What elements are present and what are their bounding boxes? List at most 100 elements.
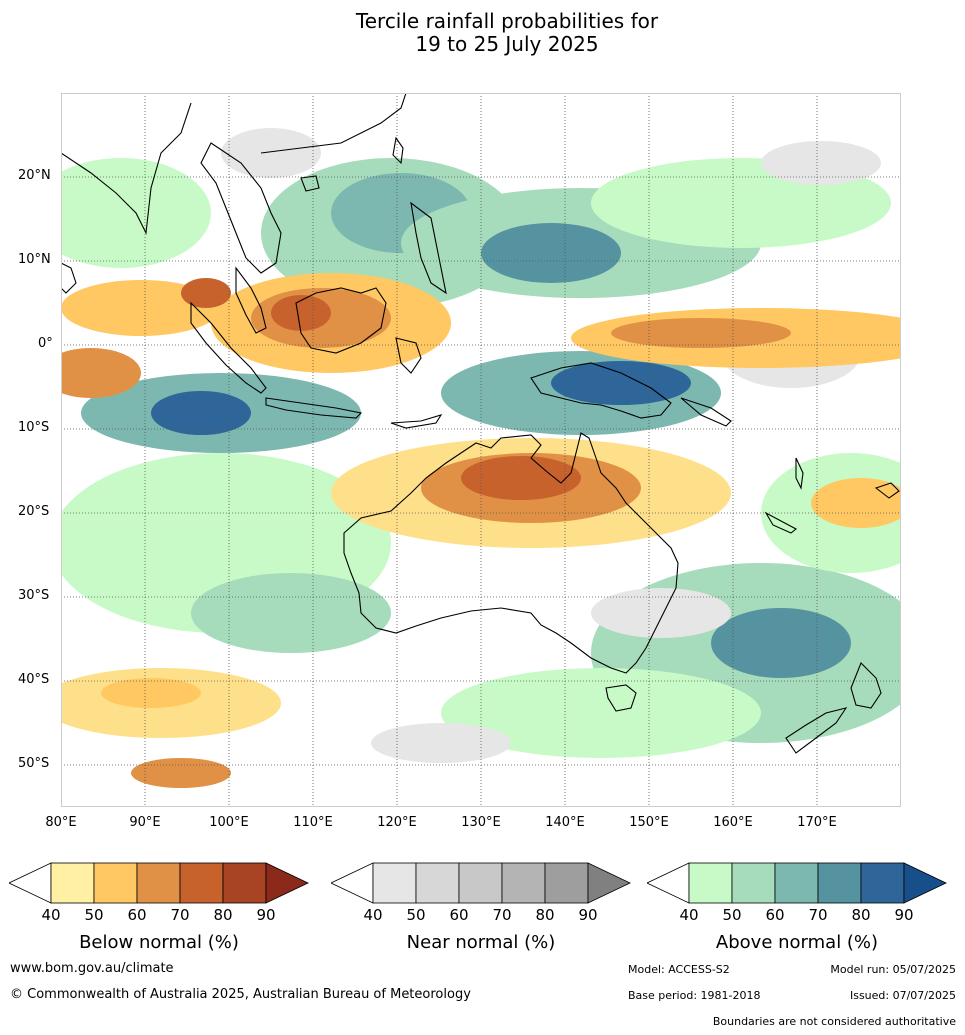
base-period: Base period: 1981-2018 xyxy=(628,989,761,1002)
near-area-3 xyxy=(591,588,731,638)
coastline-tasmania xyxy=(605,684,637,712)
colorbar-below xyxy=(8,862,309,908)
above-tick-80: 80 xyxy=(851,906,871,924)
colorbar-near-svg xyxy=(330,862,631,904)
coastline-philippines xyxy=(410,201,447,295)
map-frame xyxy=(61,93,901,807)
lat-label-40s: 40°S xyxy=(18,672,50,687)
colorbar-near-swatch-70 xyxy=(501,862,546,904)
colorbar-below-high-extend xyxy=(265,862,309,904)
below-area-equatorial-pacific-core xyxy=(611,318,791,348)
lon-label-160e: 160°E xyxy=(713,815,753,830)
coastline-solomons xyxy=(680,397,732,427)
colorbar-near-high-extend xyxy=(587,862,631,904)
boundaries-disclaimer: Boundaries are not considered authoritat… xyxy=(712,1015,956,1028)
copyright-text: © Commonwealth of Australia 2025, Austra… xyxy=(10,987,471,1002)
colorbar-below-swatch-40 xyxy=(50,862,95,904)
colorbar-near xyxy=(330,862,631,908)
website-link[interactable]: www.bom.gov.au/climate xyxy=(10,961,174,976)
lon-label-140e: 140°E xyxy=(545,815,585,830)
near-area-1 xyxy=(221,128,321,178)
lat-label-20n: 20°N xyxy=(18,168,51,183)
title-line-1: Tercile rainfall probabilities for xyxy=(355,9,659,33)
colorbar-near-swatch-80 xyxy=(544,862,589,904)
coastline-new-guinea xyxy=(530,362,672,419)
near-tick-40: 40 xyxy=(363,906,383,924)
below-area-andaman xyxy=(61,280,221,336)
coastline-fiji xyxy=(874,482,900,499)
colorbar-below-low-extend xyxy=(8,862,52,904)
lon-label-110e: 110°E xyxy=(293,815,333,830)
lat-label-10s: 10°S xyxy=(18,420,50,435)
lon-label-100e: 100°E xyxy=(209,815,249,830)
below-area-south-west-core xyxy=(101,678,201,708)
lat-label-equator: 0° xyxy=(38,336,53,351)
above-tick-50: 50 xyxy=(722,906,742,924)
graticule xyxy=(61,93,901,807)
coastline-hainan xyxy=(300,175,320,192)
below-area-malaya-core xyxy=(181,278,231,308)
lon-label-170e: 170°E xyxy=(797,815,837,830)
above-tick-70: 70 xyxy=(808,906,828,924)
near-area-5 xyxy=(761,141,881,185)
above-tick-40: 40 xyxy=(679,906,699,924)
coastline-sumatra xyxy=(190,301,267,394)
lat-label-30s: 30°S xyxy=(18,588,50,603)
coastline-sri-lanka xyxy=(61,262,77,294)
colorbar-above-swatch-60 xyxy=(774,862,819,904)
colorbar-near-swatch-50 xyxy=(415,862,460,904)
below-tick-40: 40 xyxy=(41,906,61,924)
lat-label-20s: 20°S xyxy=(18,504,50,519)
colorbar-near-label: Near normal (%) xyxy=(406,932,556,953)
below-tick-90: 90 xyxy=(256,906,276,924)
below-area-west-indian xyxy=(61,348,141,398)
colorbar-near-swatch-40 xyxy=(372,862,417,904)
colorbar-near-low-extend xyxy=(330,862,374,904)
colorbar-above-high-extend xyxy=(903,862,947,904)
title-line-2: 19 to 25 July 2025 xyxy=(415,32,599,56)
coastline-australia xyxy=(343,432,679,674)
lon-label-120e: 120°E xyxy=(377,815,417,830)
above-area-east-indian-core xyxy=(151,391,251,435)
issued-date: Issued: 07/07/2025 xyxy=(849,989,956,1002)
coastline-new-zealand-south xyxy=(785,707,848,754)
colorbar-above-swatch-40 xyxy=(688,862,733,904)
lon-label-150e: 150°E xyxy=(629,815,669,830)
near-tick-60: 60 xyxy=(449,906,469,924)
probability-map xyxy=(61,93,901,807)
below-normal-areas xyxy=(61,273,901,788)
colorbar-above-swatch-80 xyxy=(860,862,905,904)
colorbar-below-swatch-80 xyxy=(222,862,267,904)
near-tick-50: 50 xyxy=(406,906,426,924)
coastline-new-caledonia xyxy=(764,511,797,534)
near-tick-70: 70 xyxy=(492,906,512,924)
lon-label-90e: 90°E xyxy=(129,815,161,830)
below-area-far-south xyxy=(131,758,231,788)
model-name: Model: ACCESS-S2 xyxy=(628,963,730,976)
colorbar-above-swatch-70 xyxy=(817,862,862,904)
near-tick-80: 80 xyxy=(535,906,555,924)
colorbar-below-swatch-70 xyxy=(179,862,224,904)
above-area-south-indian-mid xyxy=(191,573,391,653)
coastline-borneo xyxy=(295,287,387,354)
coastline-sulawesi xyxy=(395,337,422,374)
above-area-new-guinea-core xyxy=(551,361,691,405)
below-tick-70: 70 xyxy=(170,906,190,924)
coastlines xyxy=(61,93,900,754)
coastline-china xyxy=(260,93,407,154)
coastline-vanuatu xyxy=(795,457,804,490)
colorbar-below-swatch-50 xyxy=(93,862,138,904)
coastline-java xyxy=(265,397,363,419)
map-title: Tercile rainfall probabilities for 19 to… xyxy=(0,10,965,56)
below-area-borneo-core xyxy=(271,295,331,331)
below-tick-60: 60 xyxy=(127,906,147,924)
coastline-indochina xyxy=(200,142,282,274)
colorbar-above-label: Above normal (%) xyxy=(715,932,879,953)
coastline-india xyxy=(61,102,192,235)
above-area-philippine-core xyxy=(481,223,621,283)
below-tick-80: 80 xyxy=(213,906,233,924)
coastline-new-zealand-north xyxy=(850,662,882,709)
colorbar-above-swatch-50 xyxy=(731,862,776,904)
above-area-tasman-core xyxy=(711,608,851,678)
near-area-4 xyxy=(371,723,511,763)
